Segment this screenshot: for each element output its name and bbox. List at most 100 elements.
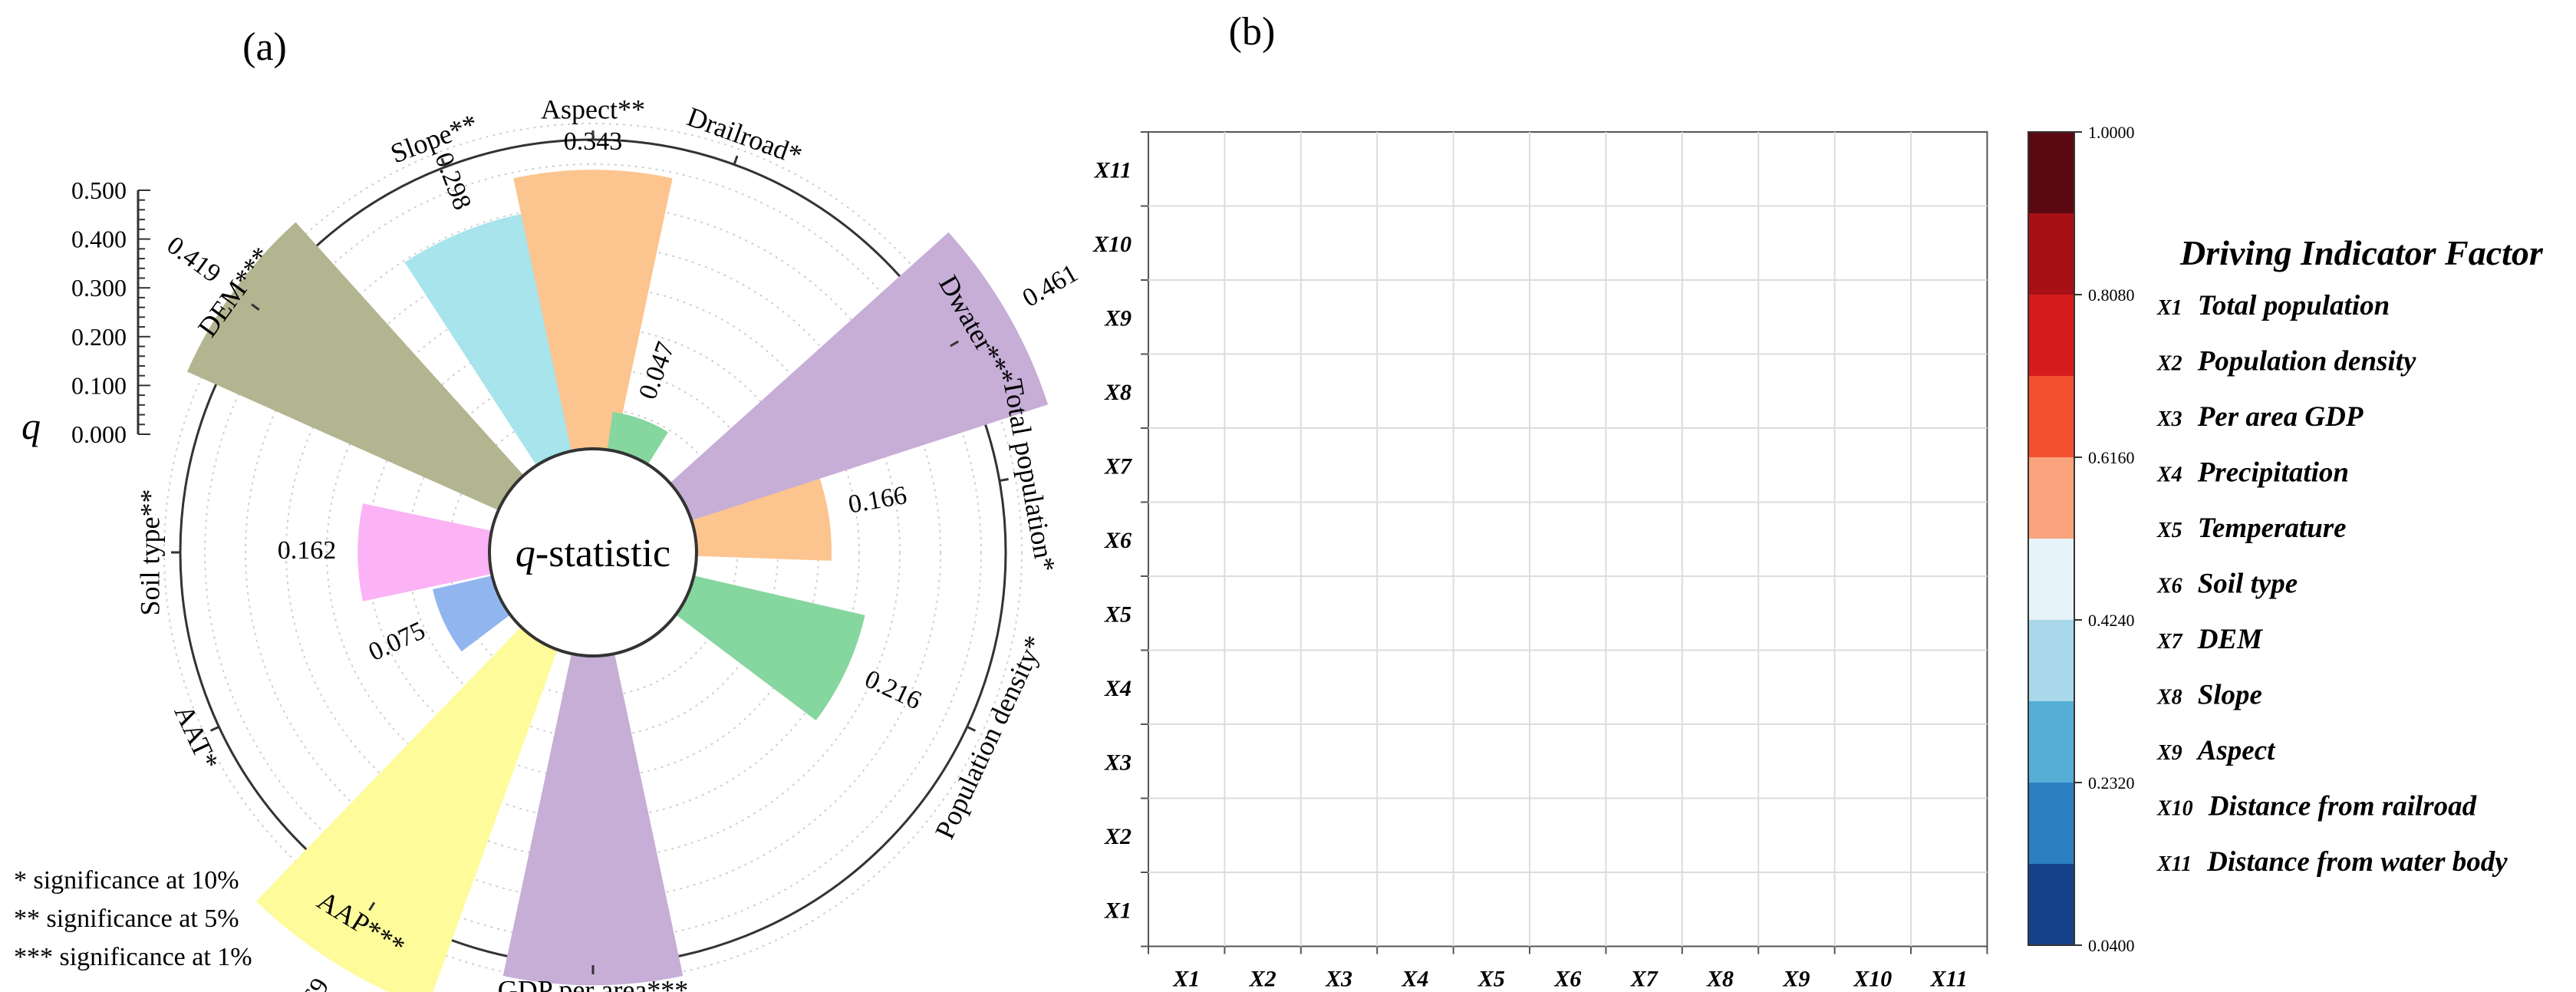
heatmap-row-label: X5: [1104, 601, 1132, 627]
radial-bar: [513, 170, 673, 451]
colorbar-tick-label: 0.0400: [2088, 936, 2135, 955]
radial-value-label: 0.166: [846, 481, 909, 519]
outer-ring-tick: [209, 726, 220, 732]
heatmap-row-label: X7: [1104, 453, 1132, 479]
heatmap-row-label: X3: [1104, 750, 1132, 775]
q-axis-tick-label: 0.200: [71, 323, 127, 351]
colorbar-tick-label: 0.4240: [2088, 611, 2135, 630]
heatmap-row-label: X4: [1104, 676, 1132, 701]
colorbar-tick-label: 0.2320: [2088, 773, 2135, 793]
legend-item: X1 Total population: [2156, 290, 2390, 321]
grid-ring: [326, 285, 860, 819]
colorbar-tick-label: 0.8080: [2088, 285, 2135, 305]
legend-item-name: Per area GDP: [2197, 401, 2364, 433]
legend-item: X2 Population density: [2156, 346, 2416, 377]
inner-circle: [488, 447, 698, 657]
q-axis-tick-label: 0.300: [71, 274, 127, 302]
colorbar-segment: [2028, 620, 2074, 701]
outer-ring-tick: [368, 901, 376, 911]
q-axis-tick-label: 0.400: [71, 226, 127, 253]
legend-item-name: DEM: [2197, 624, 2263, 655]
colorbar-segment: [2028, 701, 2074, 783]
sig-legend-10: * significance at 10%: [14, 866, 239, 895]
colorbar-tick-label: 0.6160: [2088, 448, 2135, 467]
radial-bar: [432, 575, 511, 652]
heatmap-row-label: X11: [1094, 157, 1132, 183]
legend-item: X10 Distance from railroad: [2156, 791, 2477, 822]
radial-bar: [255, 627, 558, 992]
heatmap-col-label: X1: [1172, 967, 1200, 992]
legend-item-code: X8: [2156, 686, 2182, 710]
outer-ring-tick: [950, 340, 960, 348]
radial-bar: [404, 210, 577, 466]
legend-item: X9 Aspect: [2156, 735, 2276, 766]
legend-item-code: X7: [2156, 630, 2183, 654]
radial-category-label: Soil type**: [134, 489, 165, 615]
colorbar-segment: [2028, 864, 2074, 945]
legend-item: X8 Slope: [2156, 680, 2262, 711]
panel-b-label: (b): [1229, 10, 1276, 54]
colorbar-segment: [2028, 295, 2074, 376]
colorbar-segment: [2028, 213, 2074, 295]
heatmap-col-label: X3: [1325, 967, 1352, 992]
radial-value-label: 0.075: [364, 616, 430, 667]
heatmap-col-label: X6: [1553, 967, 1581, 992]
legend-item: X7 DEM: [2156, 624, 2263, 655]
legend-item-name: Temperature: [2198, 512, 2347, 544]
interaction-heatmap: 0.4610.0470.8820.3430.850.8240.2980.8460…: [1092, 131, 1988, 992]
radial-title: q-statistic: [516, 532, 670, 575]
legend-item-code: X3: [2156, 407, 2182, 431]
outer-ring-tick: [440, 157, 446, 168]
heatmap-row-label: X8: [1104, 380, 1132, 405]
radial-value-label: 0.216: [861, 664, 926, 715]
heatmap-row-label: X1: [1104, 898, 1132, 923]
radial-category-label: GDP per area***: [498, 974, 689, 992]
radial-bar: [607, 411, 668, 465]
legend-item-name: Distance from water body: [2206, 846, 2508, 878]
significance-legend: * significance at 10% ** significance at…: [14, 866, 252, 971]
legend-item-code: X10: [2156, 797, 2193, 821]
heatmap-col-label: X5: [1477, 967, 1505, 992]
radial-bar: [675, 575, 865, 721]
legend-item: X4 Precipitation: [2156, 457, 2349, 489]
legend-item-code: X6: [2156, 575, 2182, 598]
radial-title-rest: -statistic: [535, 532, 670, 575]
legend-item-name: Distance from railroad: [2208, 791, 2477, 822]
colorbar-tick-label: 1.0000: [2088, 123, 2135, 142]
legend-item-code: X4: [2156, 463, 2182, 487]
heatmap-col-label: X2: [1249, 967, 1276, 992]
heatmap-col-label: X10: [1853, 967, 1892, 992]
legend-item-name: Aspect: [2196, 735, 2276, 766]
q-axis: 0.500 0.400 0.300 0.200 0.100 0.000 q: [21, 176, 150, 448]
radial-value-label: 0.162: [278, 536, 337, 565]
radial-value-label: 0.469: [280, 974, 335, 992]
legend-item: X11 Distance from water body: [2156, 846, 2508, 878]
radial-category-label: Aspect**: [541, 94, 645, 124]
legend-item-name: Soil type: [2198, 569, 2298, 600]
legend-item-name: Total population: [2198, 290, 2390, 321]
heatmap-row-label: X6: [1104, 528, 1132, 553]
legend-item: X6 Soil type: [2156, 569, 2298, 600]
legend-item-name: Precipitation: [2197, 457, 2349, 489]
q-axis-tick-label: 0.500: [71, 176, 127, 204]
heatmap-col-label: X7: [1630, 967, 1659, 992]
heatmap-row-label: X2: [1104, 824, 1132, 849]
outer-ring-tick: [999, 478, 1009, 483]
legend-item-code: X1: [2156, 296, 2182, 320]
legend-item-name: Slope: [2198, 680, 2262, 711]
heatmap-frame: [1148, 131, 1988, 948]
legend-item-name: Population density: [2197, 346, 2416, 377]
factor-legend: Driving Indicator Factor X1 Total populat…: [2156, 233, 2544, 878]
heatmap-col-label: X4: [1401, 967, 1428, 992]
grid-ring: [163, 123, 1023, 982]
legend-item-code: X5: [2156, 519, 2182, 542]
radial-bar: [186, 222, 524, 511]
radial-bar: [689, 463, 832, 561]
heatmap-col-label: X11: [1930, 967, 1968, 992]
q-axis-tick-label: 0.100: [71, 371, 127, 399]
q-axis-label: q: [21, 404, 41, 447]
legend-item-code: X9: [2156, 741, 2182, 765]
legend-item: X5 Temperature: [2156, 512, 2347, 544]
